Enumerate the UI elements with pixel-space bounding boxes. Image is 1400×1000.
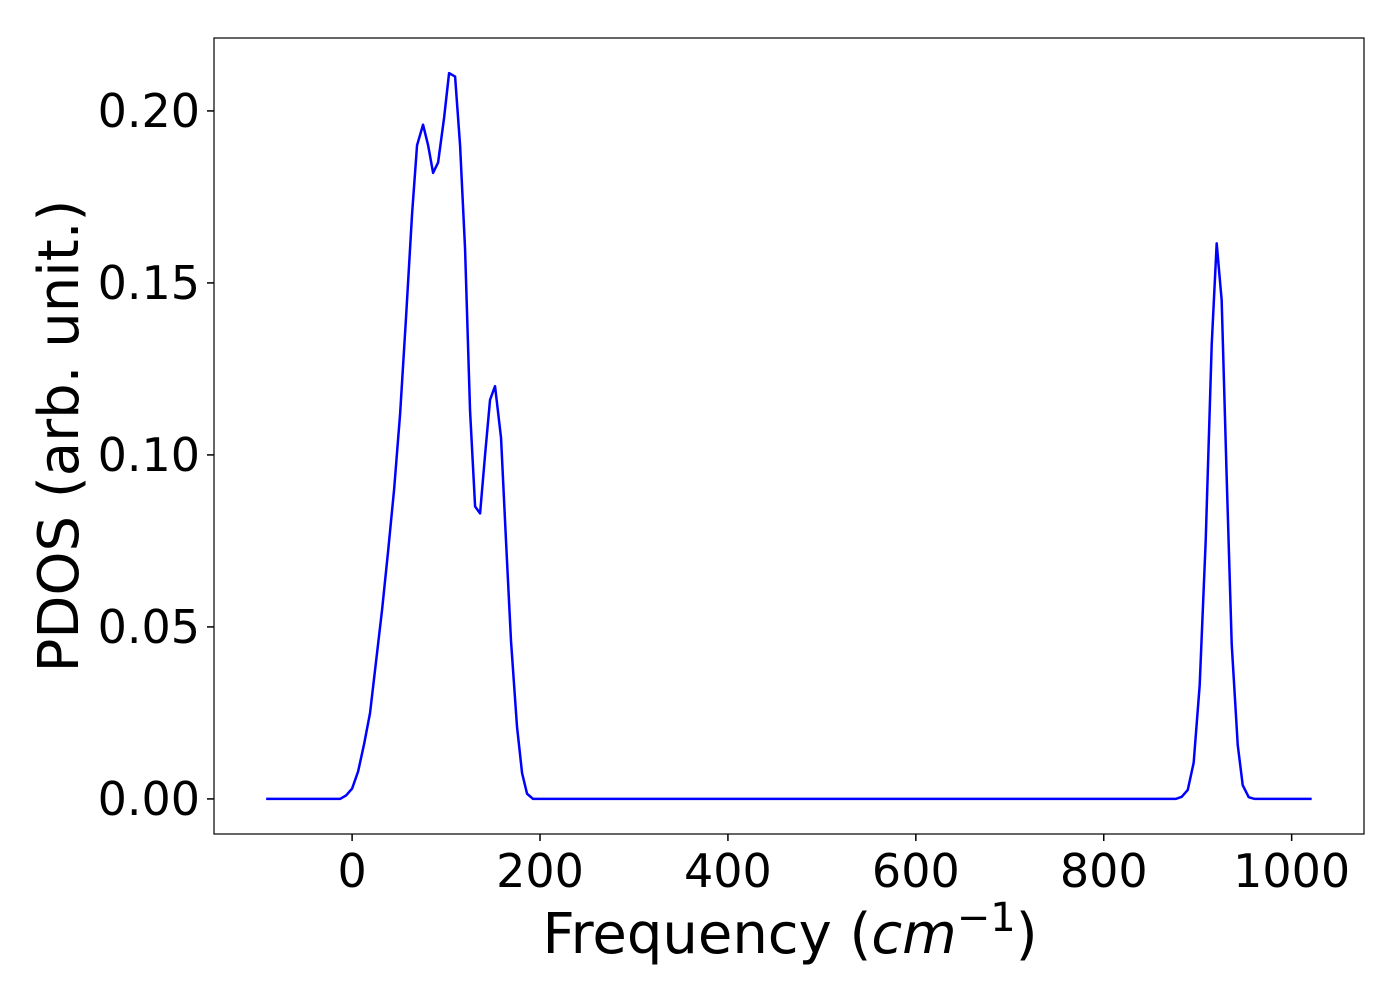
x-tick-label: 0: [337, 844, 366, 898]
x-label-unit: cm: [871, 902, 956, 967]
x-axis-label: Frequency (cm−1): [542, 895, 1037, 967]
y-tick-label: 0.00: [98, 772, 200, 826]
y-axis-label: PDOS (arb. unit.): [27, 200, 92, 673]
x-label-text: Frequency (: [542, 902, 871, 967]
x-tick-label: 600: [872, 844, 960, 898]
y-tick-label: 0.10: [98, 428, 200, 482]
data-line: [266, 71, 1312, 801]
x-tick-label: 1000: [1233, 844, 1350, 898]
y-tick-label: 0.20: [98, 84, 200, 138]
x-label-exponent: −1: [957, 895, 1016, 941]
y-tick-label: 0.15: [98, 256, 200, 310]
x-tick-label: 400: [684, 844, 772, 898]
y-tick-label: 0.05: [98, 600, 200, 654]
plot-frame: [213, 37, 1365, 835]
x-label-close: ): [1016, 902, 1038, 967]
x-tick-label: 200: [496, 844, 584, 898]
x-tick-label: 800: [1060, 844, 1148, 898]
